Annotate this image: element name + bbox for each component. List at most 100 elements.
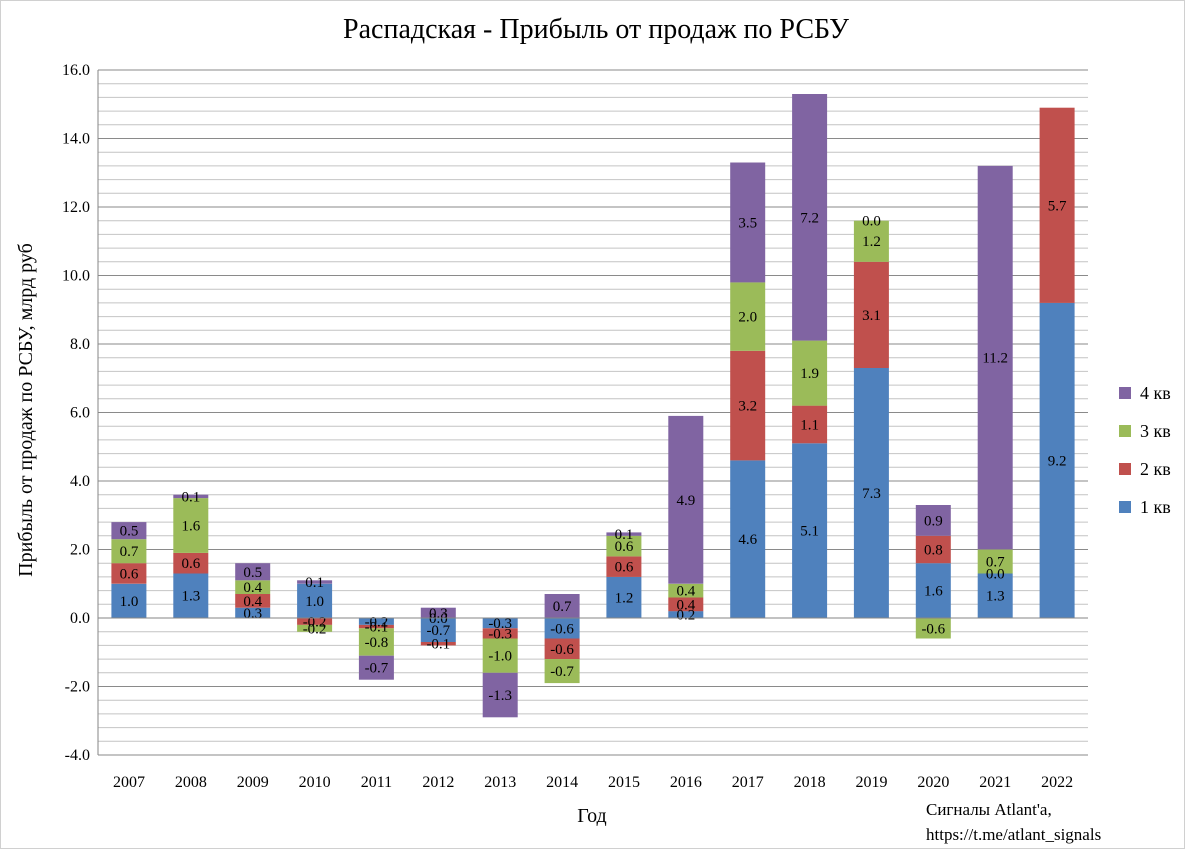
bar-segment xyxy=(668,597,704,612)
data-label: 9.2 xyxy=(1048,454,1067,470)
data-label: 0.7 xyxy=(986,555,1005,571)
data-label: -0.1 xyxy=(365,620,389,636)
bar-segment xyxy=(482,672,518,718)
data-labels: 1.00.60.70.51.30.61.60.10.30.40.40.51.0-… xyxy=(120,198,1067,704)
bar-segment xyxy=(111,522,147,540)
data-label: 0.4 xyxy=(676,584,695,600)
data-label: 0.1 xyxy=(615,527,634,543)
data-label: 0.6 xyxy=(181,556,200,572)
bar-segment xyxy=(792,94,828,341)
legend-swatch xyxy=(1119,463,1131,475)
data-label: 0.0 xyxy=(986,567,1005,583)
bar-segment xyxy=(482,638,518,673)
data-label: 2.0 xyxy=(738,310,757,326)
data-label: 3.2 xyxy=(738,399,757,415)
bar-segment xyxy=(235,594,271,608)
data-label: 0.9 xyxy=(924,513,943,529)
bar-segment xyxy=(730,162,766,283)
data-label: 1.9 xyxy=(800,366,819,382)
bar-segment xyxy=(111,563,147,584)
data-label: 1.2 xyxy=(862,234,881,250)
x-tick-label: 2011 xyxy=(361,774,392,791)
x-tick-label: 2020 xyxy=(917,774,949,791)
bar-segment xyxy=(977,549,1013,574)
data-label: 0.6 xyxy=(615,560,634,576)
bar-segment xyxy=(235,563,271,581)
bar-segment xyxy=(606,576,642,618)
data-label: 1.0 xyxy=(120,594,139,610)
bar-segment xyxy=(358,624,394,629)
bar-segment xyxy=(853,261,889,368)
bar-segment xyxy=(730,282,766,351)
data-label: -1.0 xyxy=(488,649,512,665)
data-label: -1.3 xyxy=(488,688,512,704)
bars xyxy=(111,94,1075,718)
data-label: 0.4 xyxy=(676,597,695,613)
data-label: -0.6 xyxy=(550,642,574,658)
bar-segment xyxy=(173,494,209,499)
data-label: 0.3 xyxy=(429,606,448,622)
bar-segment xyxy=(544,638,580,660)
data-label: 0.7 xyxy=(120,544,139,560)
data-label: 0.2 xyxy=(676,608,695,624)
bar-segment xyxy=(111,583,147,619)
data-label: -0.8 xyxy=(365,635,389,651)
bar-segment xyxy=(173,573,209,618)
y-tick-label: 12.0 xyxy=(62,199,90,216)
data-label: -0.3 xyxy=(488,616,512,632)
y-tick-label: 10.0 xyxy=(62,268,90,285)
data-label: -0.2 xyxy=(303,621,327,637)
credit-line-2: https://t.me/atlant_signals xyxy=(926,825,1101,844)
x-tick-label: 2013 xyxy=(484,774,516,791)
bar-segment xyxy=(1039,107,1075,303)
x-tick-label: 2009 xyxy=(237,774,269,791)
y-tick-labels: -4.0 -2.0 0.0 2.0 4.0 6.0 8.0 10.0 12.0 14.0 16.0 xyxy=(62,62,90,764)
bar-segment xyxy=(730,350,766,461)
bar-segment xyxy=(544,618,580,639)
bar-segment xyxy=(792,340,828,406)
bar-segment xyxy=(915,618,951,639)
credit-line-1: Сигналы Atlant'a, xyxy=(926,800,1052,819)
legend-label: 2 кв xyxy=(1140,459,1171,479)
x-tick-label: 2010 xyxy=(299,774,331,791)
x-tick-label: 2021 xyxy=(979,774,1011,791)
bar-segment xyxy=(358,628,394,656)
bar-segment xyxy=(915,535,951,564)
bar-segment xyxy=(235,607,271,618)
data-label: 0.1 xyxy=(181,489,200,505)
data-label: -0.7 xyxy=(550,664,574,680)
x-tick-label: 2008 xyxy=(175,774,207,791)
chart-title: Распадская - Прибыль от продаж по РСБУ xyxy=(343,14,849,45)
bar-segment xyxy=(668,415,704,584)
bar-segment xyxy=(915,505,951,536)
x-tick-label: 2017 xyxy=(732,774,764,791)
bar-segment xyxy=(977,165,1013,550)
y-tick-label: 16.0 xyxy=(62,62,90,79)
legend-swatch xyxy=(1119,387,1131,399)
bar-segment xyxy=(297,583,333,619)
data-label: 0.0 xyxy=(862,214,881,230)
bar-segment xyxy=(420,607,456,618)
data-label: 3.5 xyxy=(738,215,757,231)
y-tick-label: 2.0 xyxy=(70,542,90,559)
bar-segment xyxy=(482,628,518,639)
data-label: 1.3 xyxy=(986,589,1005,605)
data-label: 1.0 xyxy=(305,594,324,610)
bar-segment xyxy=(544,659,580,684)
data-label: 0.4 xyxy=(243,594,262,610)
data-label: 1.6 xyxy=(924,584,943,600)
bar-segment xyxy=(111,539,147,564)
bar-segment xyxy=(730,460,766,618)
bar-segment xyxy=(420,618,456,642)
data-label: 1.3 xyxy=(181,589,200,605)
legend-label: 4 кв xyxy=(1140,383,1171,403)
data-label: 5.7 xyxy=(1048,198,1067,214)
bar-segment xyxy=(235,580,271,594)
x-tick-label: 2016 xyxy=(670,774,702,791)
bar-segment xyxy=(297,580,333,584)
bar-segment xyxy=(358,618,394,625)
bar-segment xyxy=(915,563,951,618)
bar-segment xyxy=(792,405,828,444)
